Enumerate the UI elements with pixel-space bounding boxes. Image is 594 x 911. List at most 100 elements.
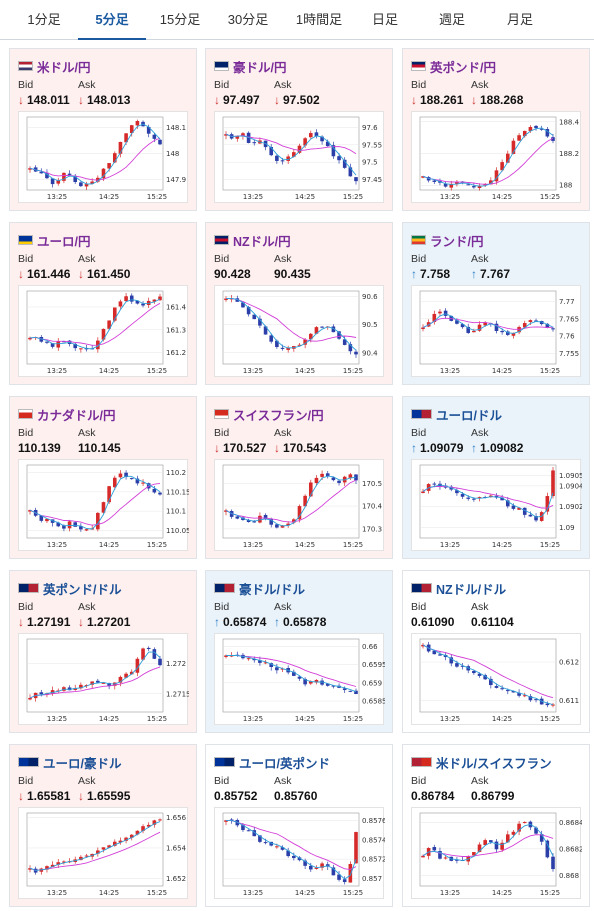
y-tick-label: 1.09 — [559, 524, 575, 532]
card-header: スイスフラン/円 — [214, 405, 324, 423]
y-tick-label: 7.755 — [559, 350, 579, 358]
candle-down — [252, 314, 257, 320]
rate-card[interactable]: 英ポンド/ドル Bid Ask ↓ 1.27191 ↓ 1.27201 1.272 1… — [9, 570, 197, 733]
mini-candlestick-chart[interactable]: 1.272 1.2715 13:25 14:25 15:25 — [18, 633, 189, 725]
bid-label: Bid — [214, 253, 230, 265]
rate-card[interactable]: カナダドル/円 Bid Ask 110.139 110.145 110.2 110… — [9, 396, 197, 559]
tab-5min[interactable]: 5分足 — [78, 0, 146, 40]
tab-30min[interactable]: 30分足 — [227, 12, 269, 27]
mini-candlestick-chart[interactable]: 7.77 7.765 7.76 7.755 13:25 14:25 15:25 — [411, 285, 581, 377]
mini-candlestick-chart[interactable]: 0.8576 0.8574 0.8572 0.857 13:25 14:25 15:25 — [214, 807, 385, 899]
rate-card[interactable]: ユーロ/ドル Bid Ask ↑ 1.09079 ↑ 1.09082 1.0905 1… — [402, 396, 590, 559]
mini-candlestick-chart[interactable]: 1.0905 1.0904 1.0902 1.09 13:25 14:25 15:25 — [411, 459, 582, 551]
moving-average-long-line — [422, 317, 554, 330]
moving-average-long-line — [422, 644, 554, 699]
candle-down — [303, 678, 307, 685]
mini-candlestick-chart[interactable]: 1.656 1.654 1.652 13:25 14:25 15:25 — [18, 807, 188, 899]
candle-up — [308, 333, 313, 340]
candle-down — [275, 155, 279, 161]
tab-15min[interactable]: 15分足 — [159, 12, 201, 27]
y-tick-label: 188.4 — [559, 118, 580, 126]
rate-card[interactable]: ユーロ/英ポンド Bid Ask 0.85752 0.85760 0.8576 0… — [205, 744, 393, 907]
candle-down — [342, 339, 347, 345]
rate-card[interactable]: 豪ドル/円 Bid Ask ↓ 97.497 ↓ 97.502 97.6 97.55 9… — [205, 48, 393, 211]
currency-pair-link[interactable]: 豪ドル/ドル — [239, 582, 305, 597]
x-tick-label: 14:25 — [99, 715, 119, 723]
currency-pair-link[interactable]: ランド/円 — [430, 234, 484, 249]
au-us-flag-icon — [214, 583, 235, 593]
candle-down — [539, 128, 544, 130]
x-tick-label: 13:25 — [440, 367, 460, 375]
rate-card[interactable]: スイスフラン/円 Bid Ask ↓ 170.527 ↓ 170.543 170.5… — [205, 396, 393, 559]
mini-candlestick-chart[interactable]: 148.1 148 147.9 13:25 14:25 15:25 — [18, 111, 188, 203]
y-tick-label: 0.8574 — [362, 836, 385, 844]
bid-value: 110.139 — [18, 441, 61, 455]
currency-pair-link[interactable]: スイスフラン/円 — [233, 408, 324, 423]
y-tick-label: 147.9 — [166, 176, 186, 184]
candle-up — [28, 337, 32, 340]
candle-up — [235, 135, 240, 139]
mini-candlestick-chart[interactable]: 188.4 188.2 188 13:25 14:25 15:25 — [411, 111, 581, 203]
y-tick-label: 7.77 — [559, 298, 575, 306]
currency-pair-link[interactable]: ユーロ/豪ドル — [43, 756, 122, 771]
currency-pair-link[interactable]: 豪ドル/円 — [233, 60, 287, 75]
candle-up — [500, 842, 504, 850]
tab-1hour[interactable]: 1時間足 — [295, 12, 343, 27]
candle-down — [551, 856, 555, 870]
tab-daily[interactable]: 日足 — [371, 12, 398, 27]
tab-1min[interactable]: 1分足 — [27, 12, 61, 27]
mini-candlestick-chart[interactable]: 0.612 0.611 13:25 14:25 15:25 — [411, 633, 581, 725]
rate-card[interactable]: ユーロ/豪ドル Bid Ask ↓ 1.65581 ↓ 1.65595 1.656 1… — [9, 744, 197, 907]
tab-monthly[interactable]: 月足 — [506, 12, 533, 27]
currency-pair-link[interactable]: ユーロ/ドル — [436, 408, 502, 423]
mini-candlestick-chart[interactable]: 170.5 170.4 170.3 13:25 14:25 15:25 — [214, 459, 384, 551]
candle-down — [252, 658, 257, 661]
candle-up — [314, 867, 319, 869]
mini-candlestick-chart[interactable]: 161.4 161.3 161.2 13:25 14:25 15:25 — [18, 285, 188, 377]
us-flag-icon — [18, 61, 33, 71]
currency-pair-link[interactable]: NZドル/ドル — [436, 582, 507, 597]
candle-down — [269, 519, 274, 525]
currency-pair-link[interactable]: 英ポンド/円 — [430, 60, 496, 75]
ask-label: Ask — [471, 253, 489, 265]
tab-weekly[interactable]: 週足 — [438, 12, 465, 27]
rate-card[interactable]: ランド/円 Bid Ask ↑ 7.758 ↑ 7.767 7.77 7.765 7.7… — [402, 222, 590, 385]
candle-up — [101, 168, 106, 179]
y-tick-label: 1.0905 — [559, 472, 582, 480]
candle-up — [455, 181, 459, 185]
rate-card[interactable]: NZドル/円 Bid Ask 90.428 90.435 90.6 90.5 90.… — [205, 222, 393, 385]
mini-candlestick-chart[interactable]: 0.8684 0.8682 0.868 13:25 14:25 15:25 — [411, 807, 582, 899]
candle-up — [517, 135, 521, 141]
currency-pair-link[interactable]: 米ドル/スイスフラン — [436, 756, 552, 771]
candle-down — [534, 125, 538, 129]
currency-pair-link[interactable]: 米ドル/円 — [37, 60, 91, 75]
au-flag-icon — [214, 61, 229, 71]
currency-pair-link[interactable]: 英ポンド/ドル — [43, 582, 122, 597]
ask-value: ↓ 161.450 — [78, 267, 130, 281]
candle-down — [62, 341, 66, 343]
currency-pair-link[interactable]: ユーロ/円 — [37, 234, 91, 249]
candle-down — [528, 514, 533, 517]
candle-up — [522, 695, 527, 697]
x-tick-label: 15:25 — [147, 193, 167, 201]
mini-candlestick-chart[interactable]: 0.66 0.6595 0.659 0.6585 13:25 14:25 15:25 — [214, 633, 385, 725]
currency-pair-link[interactable]: ユーロ/英ポンド — [239, 756, 330, 771]
ask-value: 110.145 — [78, 441, 121, 455]
plot-frame — [222, 464, 360, 539]
candle-down — [320, 326, 324, 328]
rate-card[interactable]: 英ポンド/円 Bid Ask ↓ 188.261 ↓ 188.268 188.4 18… — [402, 48, 590, 211]
bid-down-arrow-icon: ↓ — [18, 789, 24, 803]
currency-pair-link[interactable]: NZドル/円 — [233, 234, 291, 249]
rate-card[interactable]: ユーロ/円 Bid Ask ↓ 161.446 ↓ 161.450 161.4 161… — [9, 222, 197, 385]
rate-card[interactable]: 米ドル/スイスフラン Bid Ask 0.86784 0.86799 0.868… — [402, 744, 590, 907]
rate-card[interactable]: 米ドル/円 Bid Ask ↓ 148.011 ↓ 148.013 148.1 148… — [9, 48, 197, 211]
mini-candlestick-chart[interactable]: 90.6 90.5 90.4 13:25 14:25 15:25 — [214, 285, 384, 377]
currency-pair-link[interactable]: カナダドル/円 — [37, 408, 116, 423]
mini-candlestick-chart[interactable]: 97.6 97.55 97.5 97.45 13:25 14:25 15:25 — [214, 111, 384, 203]
mini-candlestick-chart[interactable]: 110.2 110.15 110.1 110.05 13:25 14:25 15:25 — [18, 459, 189, 551]
rate-card[interactable]: 豪ドル/ドル Bid Ask ↑ 0.65874 ↑ 0.65878 0.66 0.6… — [205, 570, 393, 733]
rate-card[interactable]: NZドル/ドル Bid Ask 0.61090 0.61104 0.612 0.6… — [402, 570, 590, 733]
candle-up — [96, 512, 100, 530]
x-tick-label: 14:25 — [492, 367, 512, 375]
candle-down — [534, 320, 538, 322]
